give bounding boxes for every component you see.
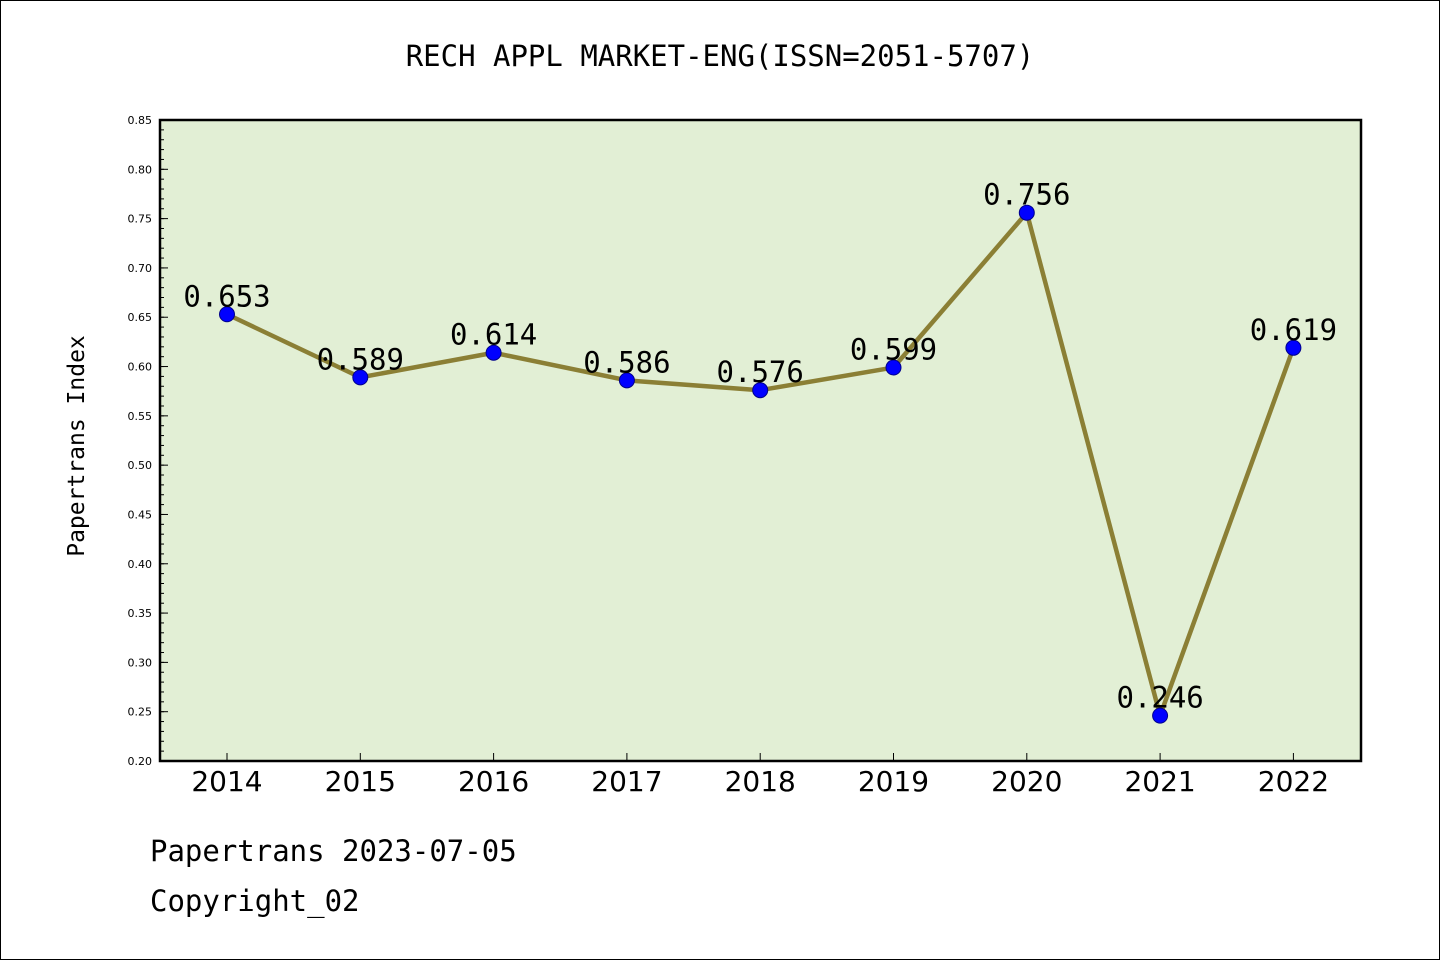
data-point-2015 <box>352 369 369 386</box>
data-label-2016: 0.614 <box>450 318 537 352</box>
data-label-layer: 0.653 0.589 0.614 0.586 0.576 0.599 0.756 0.246… <box>183 178 1337 715</box>
data-label-2014: 0.653 <box>183 279 270 313</box>
plot-area <box>160 120 1361 761</box>
y-axis-label: Papertrans Index <box>64 335 90 557</box>
y-tick-label: 0.45 <box>128 508 153 521</box>
x-tick-label: 2014 <box>191 765 262 798</box>
x-tick-label: 2022 <box>1258 765 1329 798</box>
y-tick-label: 0.85 <box>128 114 153 127</box>
x-tick-label: 2021 <box>1124 765 1195 798</box>
y-tick-label: 0.40 <box>128 558 153 571</box>
x-tick-label: 2019 <box>858 765 929 798</box>
y-tick-label: 0.20 <box>128 755 153 768</box>
y-tick-label: 0.70 <box>128 262 153 275</box>
data-point-2022 <box>1285 339 1302 356</box>
y-tick-label: 0.30 <box>128 656 153 669</box>
y-tick-label: 0.35 <box>128 607 153 620</box>
data-point-2021 <box>1152 707 1169 724</box>
data-point-2019 <box>885 359 902 376</box>
chart-title: RECH APPL MARKET-ENG(ISSN=2051-5707) <box>406 39 1035 73</box>
y-tick-label: 0.80 <box>128 163 153 176</box>
footer-date: Papertrans 2023-07-05 <box>150 834 517 868</box>
y-tick-label: 0.50 <box>128 459 153 472</box>
axis-ticks: 0.20 0.25 0.30 0.35 0.40 0.45 0.50 0.55 0.60 0.65… <box>128 114 1330 798</box>
data-point-2020 <box>1018 204 1035 221</box>
y-tick-label: 0.65 <box>128 311 153 324</box>
y-tick-label: 0.25 <box>128 706 153 719</box>
data-label-2022: 0.619 <box>1250 313 1337 347</box>
y-tick-label: 0.60 <box>128 361 153 374</box>
data-point-2017 <box>618 372 635 389</box>
data-label-2019: 0.599 <box>850 333 937 367</box>
data-label-2015: 0.589 <box>317 342 404 376</box>
data-label-2018: 0.576 <box>717 355 804 389</box>
series-marker-layer <box>219 204 1302 724</box>
x-tick-label: 2015 <box>325 765 396 798</box>
x-tick-label: 2017 <box>591 765 662 798</box>
data-point-2018 <box>752 382 769 399</box>
data-label-2020: 0.756 <box>983 178 1070 212</box>
data-label-2021: 0.246 <box>1116 681 1203 715</box>
y-tick-label: 0.75 <box>128 213 153 226</box>
x-tick-label: 2016 <box>458 765 529 798</box>
data-point-2016 <box>485 344 502 361</box>
data-label-2017: 0.586 <box>583 345 670 379</box>
x-tick-label: 2020 <box>991 765 1062 798</box>
plot-border <box>158 118 1363 763</box>
y-tick-label: 0.55 <box>128 410 153 423</box>
x-tick-label: 2018 <box>725 765 796 798</box>
data-point-2014 <box>219 306 235 323</box>
footer-copyright: Copyright_02 <box>150 884 360 918</box>
